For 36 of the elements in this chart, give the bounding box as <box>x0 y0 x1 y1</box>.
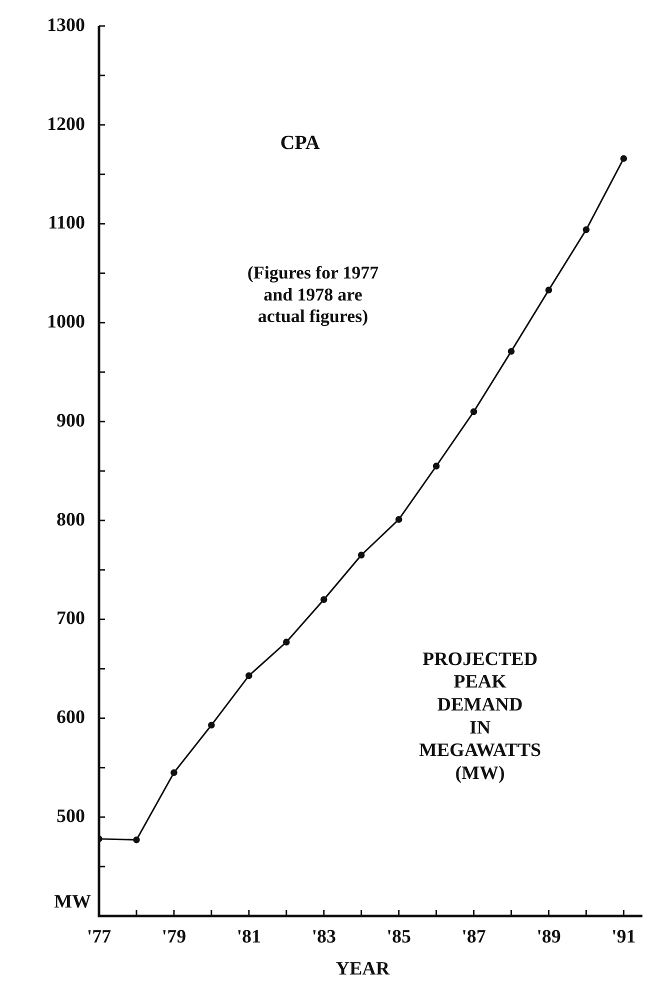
x-tick-label: '83 <box>312 926 336 948</box>
point <box>208 722 215 729</box>
x-tick-label: '89 <box>536 926 561 948</box>
x-tick-label: '81 <box>236 926 262 948</box>
x-tick-label: '77 <box>86 926 112 948</box>
x-axis-title: YEAR <box>336 958 390 980</box>
x-tick-label: '87 <box>462 926 486 948</box>
point <box>246 672 252 680</box>
point <box>508 348 515 355</box>
x-tick-label: '85 <box>386 926 411 948</box>
point <box>170 769 178 776</box>
point <box>133 836 140 844</box>
y-tick-label: 600 <box>56 707 85 728</box>
annotation: CPA <box>280 132 320 154</box>
y-tick-label: 800 <box>56 509 85 530</box>
annotation: PROJECTED PEAK DEMAND IN MEGAWATTS (MW) <box>418 648 542 784</box>
annotation: (Figures for 1977 and 1978 are actual figures) <box>247 262 379 326</box>
point <box>320 596 328 603</box>
point <box>395 516 402 523</box>
y-tick-label: 900 <box>56 410 85 432</box>
y-tick-label: 1100 <box>48 212 85 234</box>
y-tick-label: 1300 <box>47 14 85 36</box>
y-axis-title: MW <box>54 891 91 912</box>
point <box>358 552 365 558</box>
y-tick-label: 500 <box>56 806 85 828</box>
x-tick-label: '91 <box>612 926 636 948</box>
y-tick-label: 1000 <box>47 312 85 333</box>
point <box>282 638 290 646</box>
point <box>620 155 628 162</box>
point <box>545 286 552 294</box>
y-tick-label: 700 <box>56 608 85 630</box>
point <box>470 408 478 416</box>
y-tick-label: 1200 <box>47 114 85 135</box>
point <box>582 226 590 234</box>
x-tick-label: '79 <box>162 926 186 948</box>
point <box>432 462 440 470</box>
